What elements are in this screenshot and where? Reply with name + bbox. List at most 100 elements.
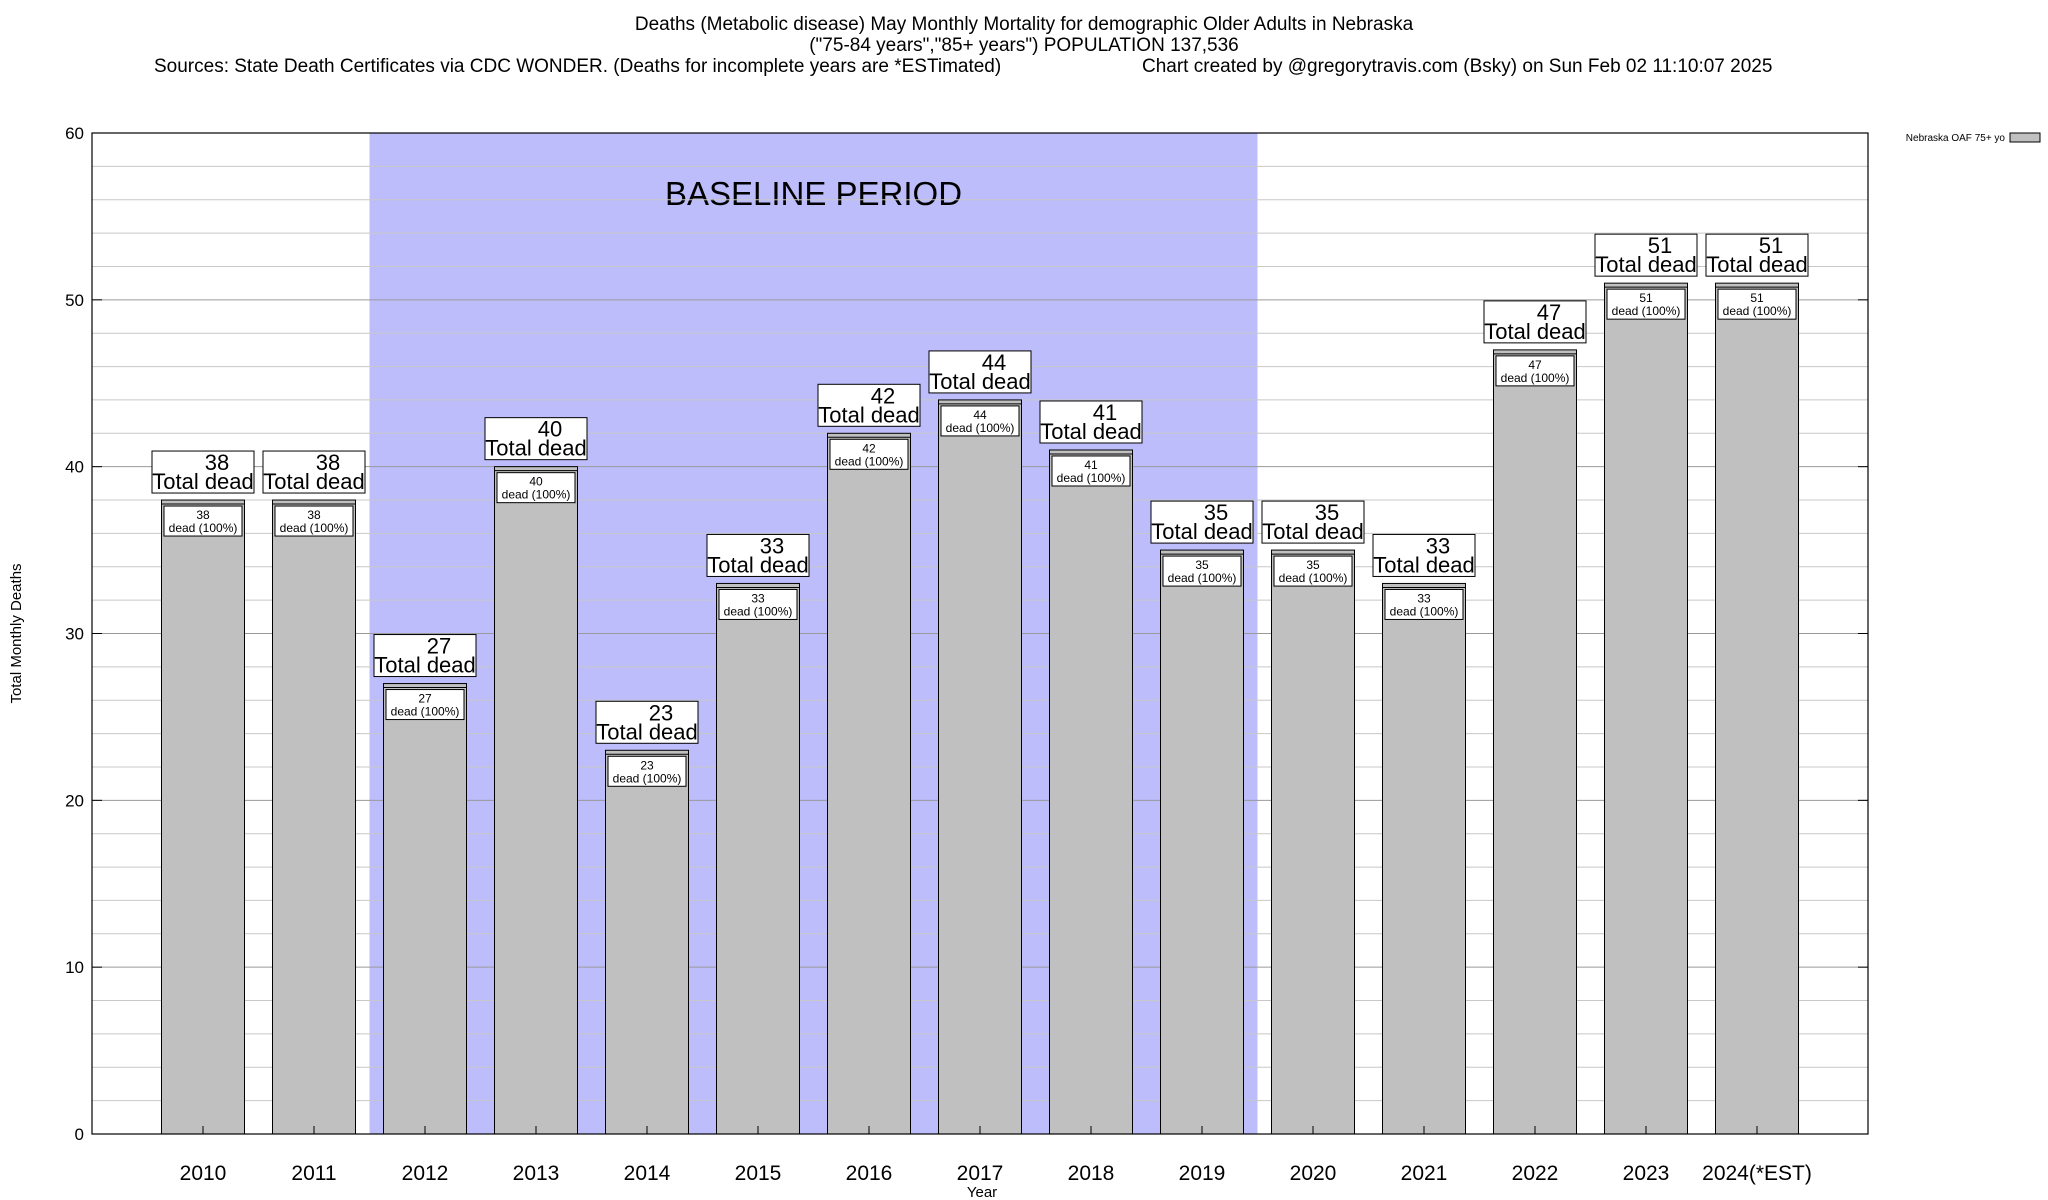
top-label-value: 51 bbox=[1759, 233, 1783, 258]
inner-label-box bbox=[1606, 288, 1686, 320]
top-label-text: Total dead bbox=[1595, 252, 1697, 277]
top-label-value: 33 bbox=[760, 533, 784, 558]
y-axis-title: Total Monthly Deaths bbox=[8, 563, 25, 703]
bar-2011 bbox=[272, 499, 356, 1135]
bar-2024(*EST) bbox=[1715, 282, 1799, 1135]
inner-label-box bbox=[1717, 288, 1797, 320]
inner-label-value: 41 bbox=[1084, 458, 1098, 472]
x-tick-label: 2020 bbox=[1290, 1162, 1337, 1185]
top-label-text: Total dead bbox=[707, 552, 809, 577]
y-tick-label: 60 bbox=[65, 124, 84, 143]
bar-2017 bbox=[938, 399, 1022, 1135]
chart-title-line1: Deaths (Metabolic disease) May Monthly M… bbox=[634, 14, 1414, 35]
top-label-text: Total dead bbox=[1706, 252, 1808, 277]
top-label-box bbox=[1261, 500, 1365, 544]
inner-label-value: 33 bbox=[1417, 591, 1431, 605]
inner-label-text: dead (100%) bbox=[391, 705, 460, 719]
y-tick-label: 50 bbox=[65, 291, 84, 310]
top-label-value: 38 bbox=[205, 450, 229, 475]
top-label-value: 51 bbox=[1648, 233, 1672, 258]
bar-2015 bbox=[716, 582, 800, 1135]
inner-label-text: dead (100%) bbox=[1501, 371, 1570, 385]
top-label-box bbox=[595, 700, 699, 744]
inner-label-value: 35 bbox=[1306, 558, 1320, 572]
top-label-box bbox=[706, 533, 810, 577]
bar-2020 bbox=[1271, 549, 1355, 1135]
top-label-box bbox=[1372, 533, 1476, 577]
inner-label-value: 27 bbox=[418, 692, 432, 706]
inner-label-box bbox=[1162, 555, 1242, 587]
inner-label-value: 38 bbox=[307, 508, 321, 522]
top-label-value: 44 bbox=[982, 350, 1006, 375]
inner-label-text: dead (100%) bbox=[280, 521, 349, 535]
top-label-value: 23 bbox=[649, 700, 673, 725]
inner-label-text: dead (100%) bbox=[724, 604, 793, 618]
inner-label-box bbox=[385, 689, 465, 721]
inner-label-text: dead (100%) bbox=[1057, 471, 1126, 485]
top-label-text: Total dead bbox=[152, 469, 254, 494]
inner-label-text: dead (100%) bbox=[613, 771, 682, 785]
inner-label-text: dead (100%) bbox=[1723, 304, 1792, 318]
inner-label-text: dead (100%) bbox=[169, 521, 238, 535]
inner-label-text: dead (100%) bbox=[1612, 304, 1681, 318]
inner-label-box bbox=[1384, 588, 1464, 620]
top-label-value: 40 bbox=[538, 417, 562, 442]
top-label-value: 27 bbox=[427, 634, 451, 659]
bar-2023 bbox=[1604, 282, 1688, 1135]
y-tick-label: 20 bbox=[65, 791, 84, 810]
inner-label-value: 51 bbox=[1639, 291, 1653, 305]
x-tick-label: 2023 bbox=[1623, 1162, 1670, 1185]
x-tick-label: 2021 bbox=[1401, 1162, 1448, 1185]
top-label-text: Total dead bbox=[1262, 519, 1364, 544]
bar-2016 bbox=[827, 432, 911, 1135]
x-tick-label: 2024(*EST) bbox=[1702, 1162, 1812, 1185]
inner-label-value: 40 bbox=[529, 475, 543, 489]
top-label-box bbox=[262, 450, 366, 494]
inner-label-value: 51 bbox=[1750, 291, 1764, 305]
inner-label-value: 33 bbox=[751, 591, 765, 605]
top-label-text: Total dead bbox=[1151, 519, 1253, 544]
top-label-text: Total dead bbox=[263, 469, 365, 494]
top-label-box bbox=[151, 450, 255, 494]
top-label-value: 35 bbox=[1204, 500, 1228, 525]
top-label-box bbox=[817, 383, 921, 427]
top-label-value: 33 bbox=[1426, 533, 1450, 558]
top-label-value: 41 bbox=[1093, 400, 1117, 425]
top-label-value: 35 bbox=[1315, 500, 1339, 525]
inner-label-text: dead (100%) bbox=[946, 421, 1015, 435]
top-label-box bbox=[1039, 400, 1143, 444]
inner-label-text: dead (100%) bbox=[1279, 571, 1348, 585]
inner-label-box bbox=[274, 505, 354, 537]
y-tick-label: 40 bbox=[65, 458, 84, 477]
x-tick-label: 2016 bbox=[846, 1162, 893, 1185]
inner-label-text: dead (100%) bbox=[1168, 571, 1237, 585]
top-label-text: Total dead bbox=[929, 369, 1031, 394]
top-label-value: 42 bbox=[871, 383, 895, 408]
top-label-text: Total dead bbox=[596, 719, 698, 744]
inner-label-box bbox=[940, 405, 1020, 437]
bar-2014 bbox=[605, 749, 689, 1135]
top-label-text: Total dead bbox=[374, 653, 476, 678]
top-label-box bbox=[1150, 500, 1254, 544]
inner-label-box bbox=[829, 438, 909, 470]
inner-label-text: dead (100%) bbox=[502, 488, 571, 502]
bar-2010 bbox=[161, 499, 245, 1135]
top-label-box bbox=[1594, 233, 1698, 277]
inner-label-box bbox=[163, 505, 243, 537]
top-label-text: Total dead bbox=[485, 436, 587, 461]
inner-label-value: 23 bbox=[640, 758, 654, 772]
inner-label-value: 42 bbox=[862, 441, 876, 455]
bar-2012 bbox=[383, 683, 467, 1135]
chart-header: Deaths (Metabolic disease) May Monthly M… bbox=[0, 14, 2048, 78]
inner-label-value: 38 bbox=[196, 508, 210, 522]
top-label-box bbox=[373, 634, 477, 678]
top-label-text: Total dead bbox=[1040, 419, 1142, 444]
y-tick-label: 10 bbox=[65, 958, 84, 977]
bar-2013 bbox=[494, 466, 578, 1135]
inner-label-box bbox=[1051, 455, 1131, 487]
y-tick-label: 0 bbox=[75, 1125, 84, 1144]
credit-text: Chart created by @gregorytravis.com (Bsk… bbox=[1142, 56, 1773, 77]
x-tick-label: 2014 bbox=[624, 1162, 671, 1185]
inner-label-box bbox=[496, 472, 576, 504]
